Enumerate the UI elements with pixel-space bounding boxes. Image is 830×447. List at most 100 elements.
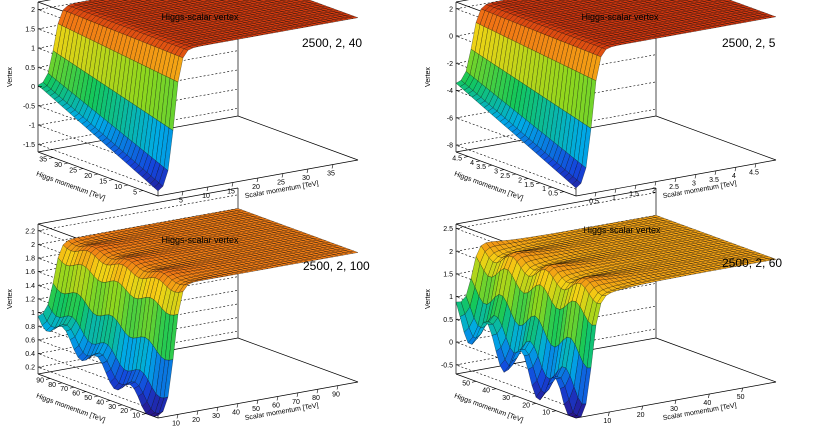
y-tick-label: 25 (69, 168, 77, 175)
x-tick (336, 385, 339, 390)
chart-title: Higgs-scalar vertex (161, 12, 239, 22)
x-tick (754, 163, 757, 168)
surface-cell (571, 179, 582, 189)
y-tick (69, 386, 75, 389)
y-tick-label: 70 (60, 386, 68, 393)
y-tick (511, 173, 517, 176)
x-tick-label: 3 (692, 180, 696, 187)
y-tick-label: 1 (542, 186, 546, 193)
z-tick-label: 1 (31, 46, 35, 53)
y-tick-label: 15 (99, 179, 107, 186)
x-tick-label: 4 (732, 173, 736, 180)
x-tick-label: 20 (192, 417, 200, 424)
z-tick-label: 2 (31, 242, 35, 249)
box-edge (237, 115, 359, 161)
x-tick (176, 414, 179, 419)
x-tick-label: 2.5 (669, 184, 679, 191)
x-tick (296, 392, 299, 397)
x-tick-label: 80 (312, 395, 320, 402)
x-tick-label: 15 (227, 189, 235, 196)
z-tick-label: -1 (29, 123, 35, 130)
x-tick (734, 167, 737, 172)
y-tick-label: 80 (48, 382, 56, 389)
y-tick (93, 395, 99, 398)
box-edge (455, 187, 657, 225)
z-axis-title: Vertex (425, 67, 432, 87)
x-tick (236, 403, 239, 408)
z-tick-label: 0.2 (25, 365, 35, 372)
x-tick (714, 170, 717, 175)
z-tick-label: 1.2 (25, 297, 35, 304)
x-tick-label: 60 (272, 402, 280, 409)
x-tick (614, 188, 617, 193)
surface-mesh (455, 0, 777, 189)
y-tick (475, 160, 481, 163)
x-tick-label: 30 (302, 175, 310, 182)
x-tick (256, 399, 259, 405)
y-tick-label: 35 (39, 157, 47, 164)
y-tick-label: 50 (84, 395, 92, 402)
x-tick-label: 40 (232, 410, 240, 417)
x-tick-label: 35 (327, 171, 335, 178)
x-tick-label: 4.5 (749, 170, 759, 177)
y-tick (463, 156, 469, 158)
x-tick-label: 20 (252, 184, 260, 191)
y-tick (93, 173, 99, 176)
z-tick-label: -2 (447, 61, 453, 68)
z-tick-label: 1.8 (25, 256, 35, 263)
x-tick (181, 191, 184, 196)
y-tick-label: 20 (120, 408, 128, 415)
y-tick (129, 408, 135, 411)
z-tick-label: 1.5 (25, 26, 35, 33)
z-axis-title: Vertex (7, 289, 14, 309)
y-tick-label: 3 (494, 169, 498, 176)
y-tick-label: 60 (72, 391, 80, 398)
y-tick (138, 190, 144, 192)
x-tick-label: 10 (202, 193, 210, 200)
x-tick-label: 2 (652, 188, 656, 195)
y-tick-label: 2.5 (500, 173, 510, 180)
x-tick (654, 181, 657, 186)
box-edge (37, 187, 239, 225)
x-tick (276, 396, 279, 401)
z-tick-label: 2.2 (25, 228, 35, 235)
x-tick-label: 0.5 (589, 198, 599, 205)
z-tick-label: 1.6 (25, 269, 35, 276)
y-tick (63, 162, 69, 165)
y-tick-label: 30 (108, 404, 116, 411)
box-edge (655, 115, 777, 161)
y-tick-label: 3.5 (476, 164, 486, 171)
parameter-label: 2500, 2, 5 (722, 36, 776, 50)
x-tick-label: 1 (612, 195, 616, 202)
parameter-label: 2500, 2, 40 (302, 36, 362, 50)
z-tick-label: 0.5 (25, 65, 35, 72)
surface-mesh (455, 215, 777, 419)
x-tick (316, 389, 319, 394)
box-edge (237, 337, 359, 383)
x-tick (196, 410, 199, 415)
y-tick (108, 179, 114, 181)
y-tick (499, 169, 505, 171)
x-tick (306, 168, 309, 174)
x-tick-label: 5 (179, 198, 183, 205)
z-tick-label: 2 (31, 7, 35, 14)
x-tick-label: 70 (292, 399, 300, 406)
y-tick (57, 382, 63, 385)
x-tick (634, 185, 637, 190)
chart-panel-3: 0.2 0.4 0.6 0.8 1 1.2 1.4 1.6 1.8 2 2.2 Vertex 10 20 3… (7, 187, 359, 427)
y-tick (487, 164, 493, 167)
x-tick-label: 3.5 (709, 177, 719, 184)
z-tick-label: 1 (31, 310, 35, 317)
chart-panel-1: -1.5-1-0.500.511.52Vertex5101520253035Sc… (7, 0, 359, 205)
z-tick-label: 0.6 (25, 337, 35, 344)
y-tick-label: 40 (96, 399, 104, 406)
z-tick-label: 0 (449, 34, 453, 41)
x-tick (231, 182, 234, 187)
parameter-label: 2500, 2, 100 (303, 259, 370, 273)
chart-panel-2: -8-6-4-202Vertex0.511.522.533.544.5Scala… (425, 0, 777, 205)
y-tick-label: 10 (132, 413, 140, 420)
x-tick-label: 90 (332, 392, 340, 399)
y-tick-label: 4 (470, 160, 474, 167)
x-tick-label: 1.5 (629, 191, 639, 198)
